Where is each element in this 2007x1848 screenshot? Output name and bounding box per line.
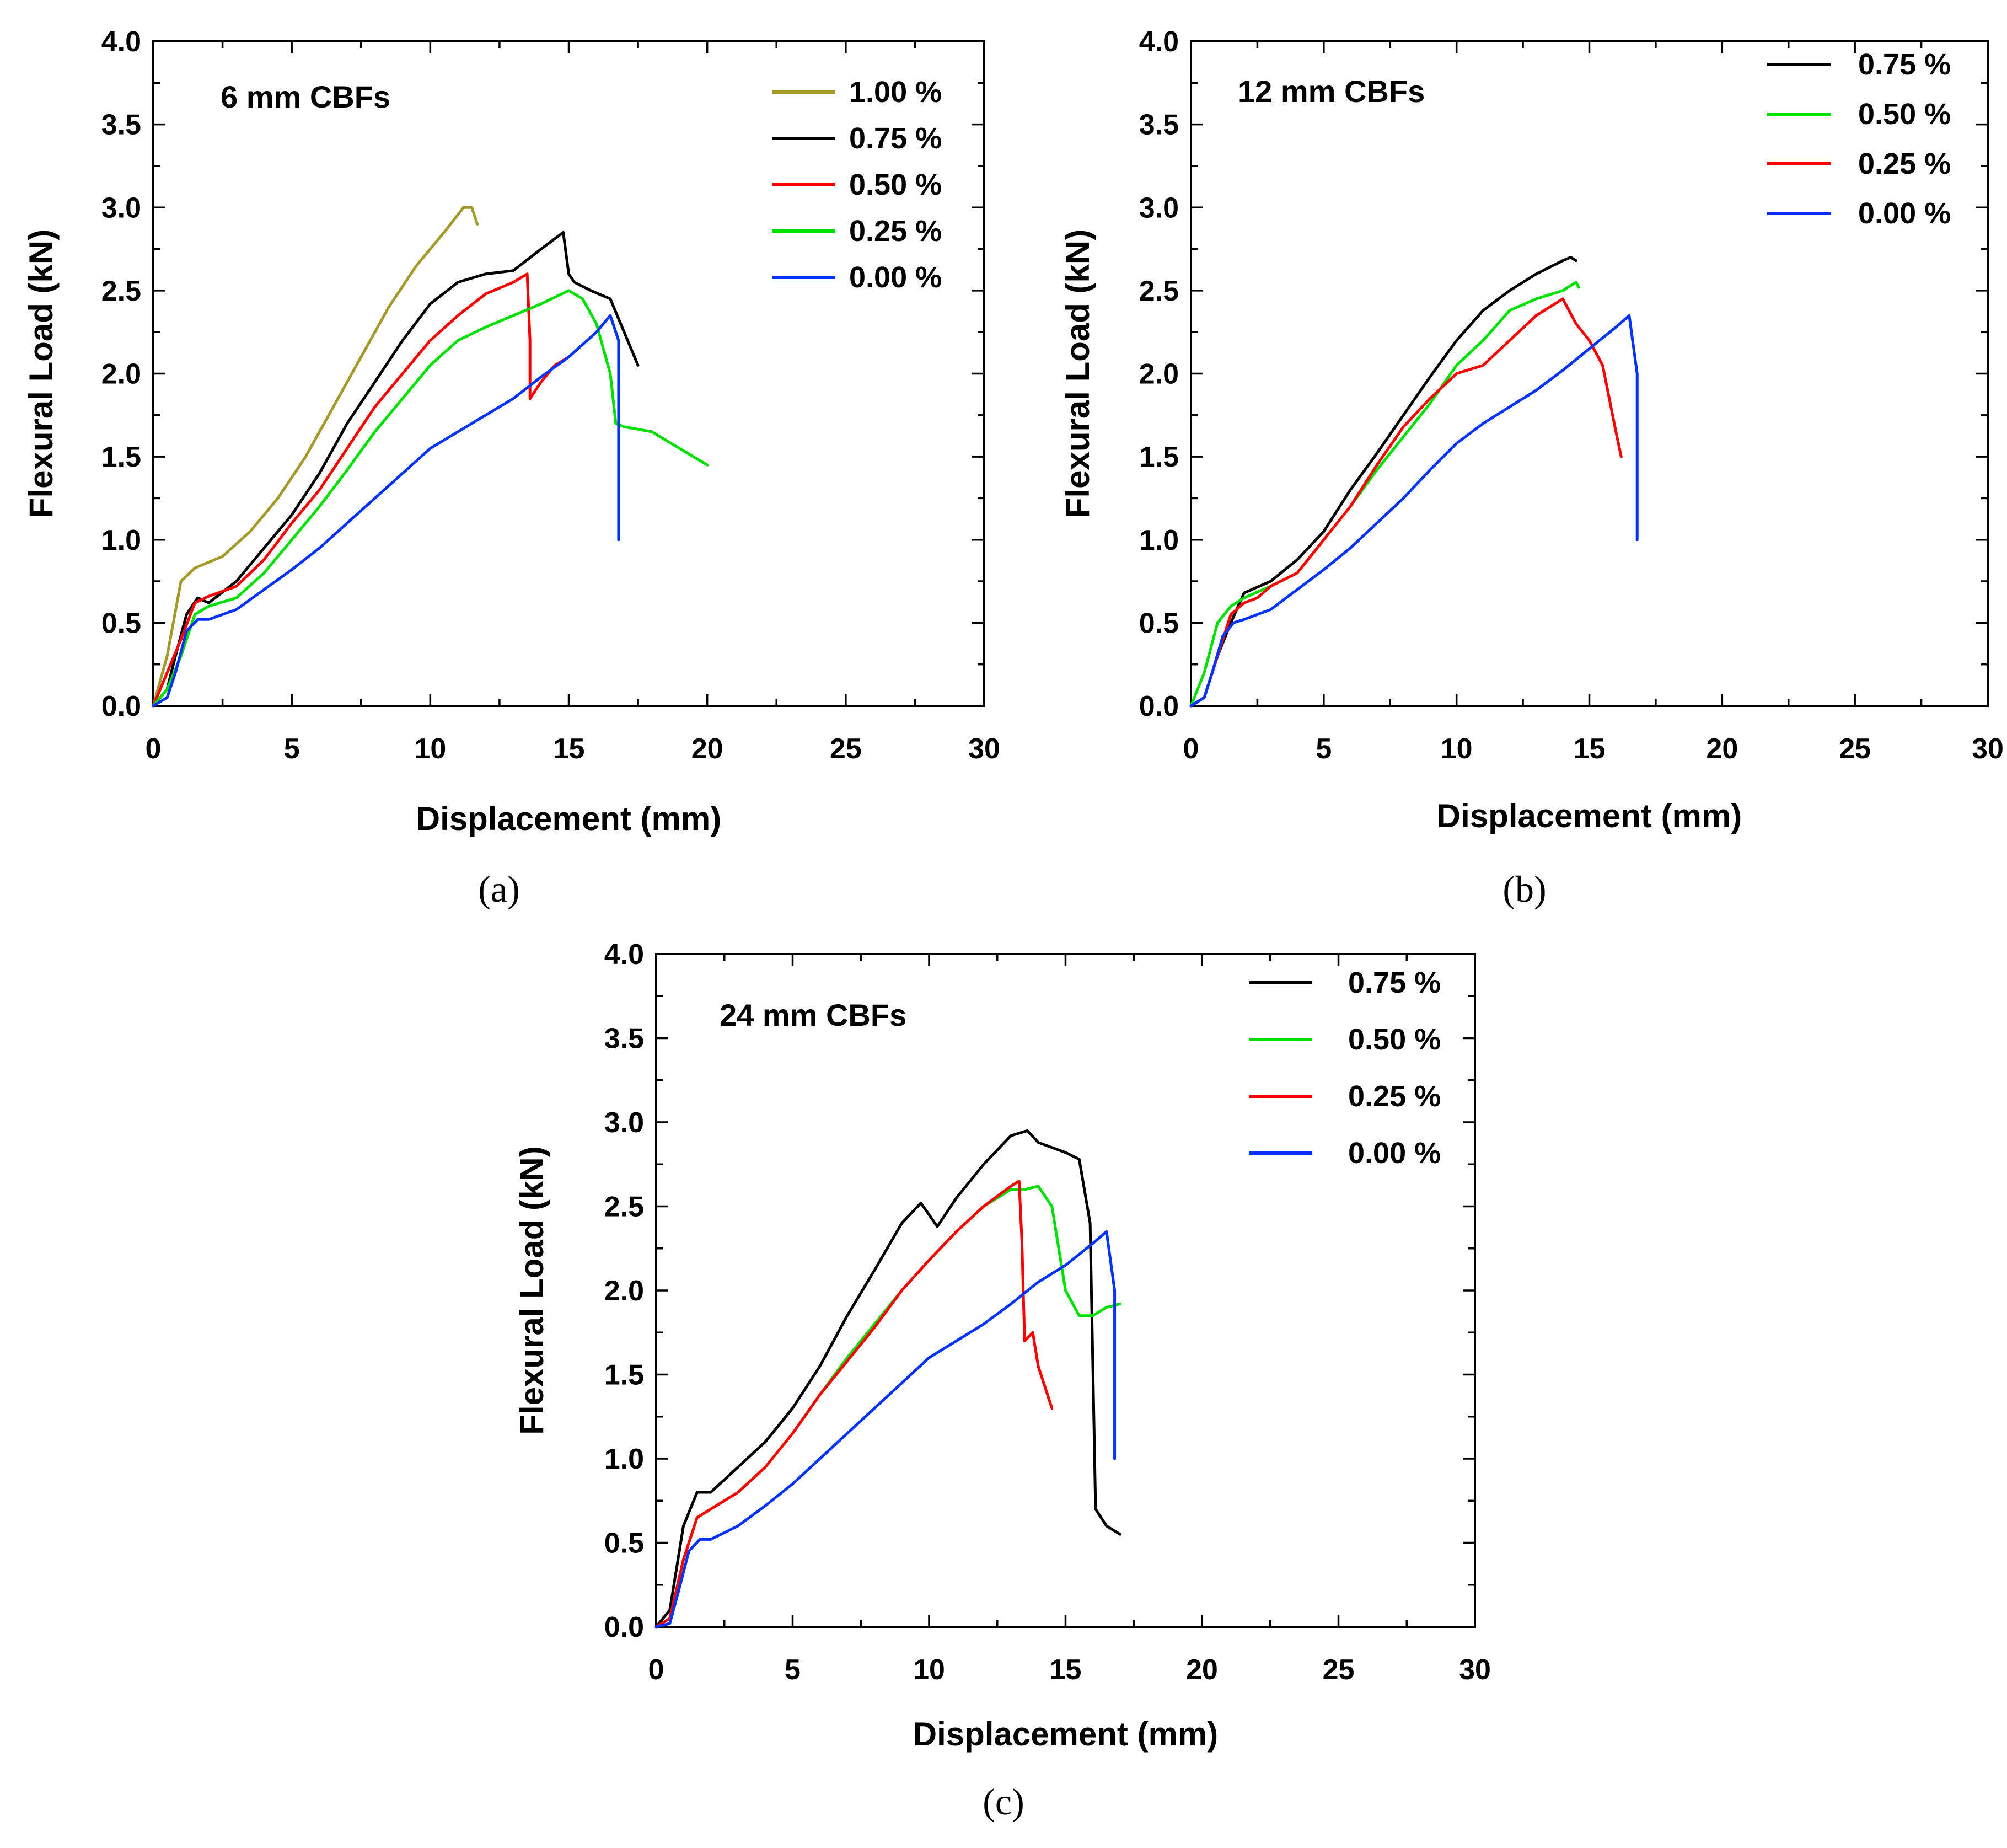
y-tick-label: 2.5 xyxy=(1139,275,1179,307)
legend-label: 0.75 % xyxy=(1858,48,1951,81)
y-tick-label: 3.5 xyxy=(101,109,141,141)
y-tick-label: 0.0 xyxy=(604,1611,644,1643)
x-tick-label: 5 xyxy=(284,733,300,765)
y-tick-label: 4.0 xyxy=(101,26,141,58)
x-axis-label: Displacement (mm) xyxy=(913,1716,1218,1753)
series-line-0 xyxy=(654,1129,1121,1629)
panel-title: 12 mm CBFs xyxy=(1238,74,1425,109)
y-tick-label: 1.5 xyxy=(604,1359,644,1391)
x-tick-label: 30 xyxy=(968,733,1000,765)
legend-label: 0.50 % xyxy=(849,168,942,201)
x-tick-label: 30 xyxy=(1459,1654,1491,1686)
legend-label: 0.25 % xyxy=(1348,1080,1441,1113)
panel-title: 24 mm CBFs xyxy=(720,998,906,1032)
x-tick-label: 20 xyxy=(691,733,723,765)
x-axis-label: Displacement (mm) xyxy=(416,800,721,837)
panel-caption: (c) xyxy=(983,1781,1024,1823)
y-axis-label: Flexural Load (kN) xyxy=(1059,229,1096,518)
legend-label: 0.25 % xyxy=(849,215,942,248)
x-tick-label: 25 xyxy=(1323,1654,1355,1686)
series-line-2 xyxy=(654,1180,1054,1629)
y-axis-label: Flexural Load (kN) xyxy=(513,1146,550,1434)
legend-label: 0.00 % xyxy=(849,261,942,294)
x-tick-label: 15 xyxy=(553,733,585,765)
x-tick-label: 0 xyxy=(146,733,162,765)
series-line-2 xyxy=(1189,297,1623,708)
y-tick-label: 3.5 xyxy=(1139,109,1179,141)
y-tick-label: 2.0 xyxy=(604,1275,644,1307)
panel-title: 6 mm CBFs xyxy=(221,79,390,114)
series-line-0 xyxy=(152,206,479,708)
y-tick-label: 4.0 xyxy=(604,939,644,971)
y-tick-label: 3.0 xyxy=(101,192,141,224)
x-axis-label: Displacement (mm) xyxy=(1437,797,1742,834)
series-line-3 xyxy=(1189,314,1639,708)
panel-caption: (a) xyxy=(478,868,519,910)
y-tick-label: 2.5 xyxy=(101,275,141,307)
x-tick-label: 10 xyxy=(913,1654,945,1686)
y-tick-label: 0.0 xyxy=(101,690,141,722)
y-axis-label: Flexural Load (kN) xyxy=(23,229,60,518)
y-tick-label: 0.5 xyxy=(101,607,141,639)
y-tick-label: 1.0 xyxy=(604,1443,644,1475)
series-line-4 xyxy=(152,314,620,708)
legend-label: 0.50 % xyxy=(1858,98,1951,131)
x-tick-label: 15 xyxy=(1050,1654,1082,1686)
x-tick-label: 30 xyxy=(1972,733,2004,765)
x-tick-label: 25 xyxy=(830,733,862,765)
y-tick-label: 1.0 xyxy=(101,524,141,556)
y-tick-label: 1.0 xyxy=(1139,524,1179,556)
y-tick-label: 1.5 xyxy=(101,441,141,473)
legend-label: 0.00 % xyxy=(1348,1137,1441,1170)
plot-frame xyxy=(1190,40,1989,707)
series-line-3 xyxy=(152,289,709,708)
y-tick-label: 3.0 xyxy=(1139,192,1179,224)
legend-label: 0.75 % xyxy=(1348,966,1441,999)
series-line-1 xyxy=(1189,281,1580,708)
x-tick-label: 5 xyxy=(785,1654,801,1686)
chart-panel-0: 0 5 10 15 20 25 30 0.0 0.5 1.0 1.5 2.0 2.5 3.0 3.5 4.0 D… xyxy=(23,26,1000,910)
series-line-2 xyxy=(152,272,570,708)
series-line-3 xyxy=(654,1230,1117,1629)
x-tick-label: 20 xyxy=(1186,1654,1218,1686)
x-tick-label: 0 xyxy=(1183,733,1199,765)
y-tick-label: 2.5 xyxy=(604,1191,644,1223)
x-tick-label: 10 xyxy=(414,733,446,765)
y-tick-label: 2.0 xyxy=(1139,358,1179,390)
chart-panel-2: 0 5 10 15 20 25 30 0.0 0.5 1.0 1.5 2.0 2.5 3.0 3.5 4.0 D… xyxy=(513,939,1491,1823)
x-tick-label: 15 xyxy=(1574,733,1606,765)
legend-label: 0.00 % xyxy=(1858,197,1951,230)
legend-label: 0.25 % xyxy=(1858,147,1951,180)
x-tick-label: 10 xyxy=(1441,733,1473,765)
series-line-1 xyxy=(152,231,640,708)
y-tick-label: 0.0 xyxy=(1139,690,1179,722)
y-tick-label: 3.0 xyxy=(604,1107,644,1139)
series-line-0 xyxy=(1189,256,1577,708)
legend-label: 0.75 % xyxy=(849,122,942,155)
y-tick-label: 3.5 xyxy=(604,1023,644,1055)
legend-label: 0.50 % xyxy=(1348,1023,1441,1056)
y-tick-label: 0.5 xyxy=(604,1528,644,1560)
y-tick-label: 4.0 xyxy=(1139,26,1179,58)
y-tick-label: 1.5 xyxy=(1139,441,1179,473)
chart-panel-1: 0 5 10 15 20 25 30 0.0 0.5 1.0 1.5 2.0 2.5 3.0 3.5 4.0 D… xyxy=(1059,26,2004,910)
legend-label: 1.00 % xyxy=(849,76,942,109)
x-tick-label: 5 xyxy=(1316,733,1332,765)
y-tick-label: 0.5 xyxy=(1139,607,1179,639)
y-tick-label: 2.0 xyxy=(101,358,141,390)
panel-caption: (b) xyxy=(1502,868,1546,910)
x-tick-label: 20 xyxy=(1706,733,1738,765)
x-tick-label: 0 xyxy=(648,1654,664,1686)
x-tick-label: 25 xyxy=(1839,733,1871,765)
